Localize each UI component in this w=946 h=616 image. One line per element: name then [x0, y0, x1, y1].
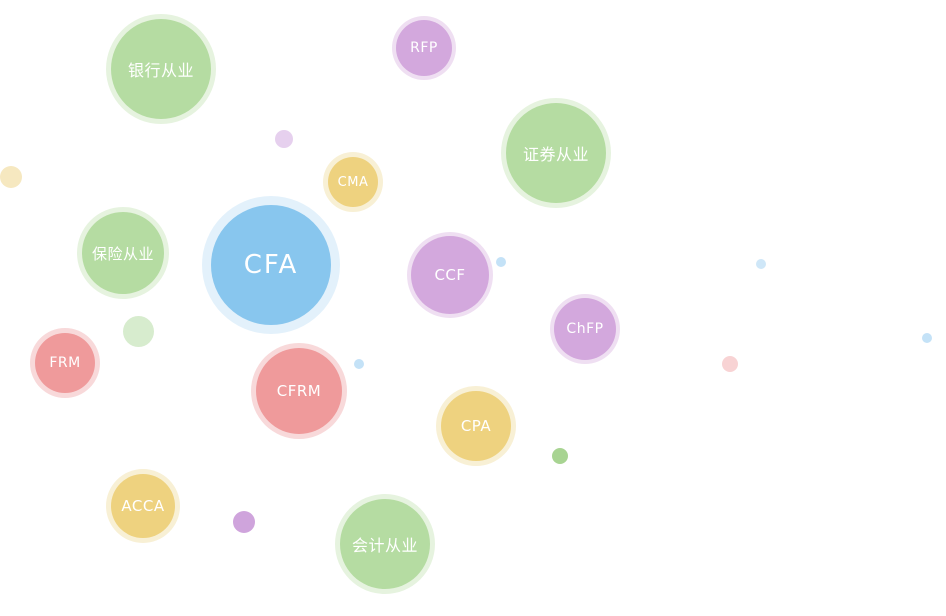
decor-dot: [922, 333, 932, 343]
bubble-rfp[interactable]: RFP: [396, 20, 452, 76]
decor-dot: [552, 448, 568, 464]
decor-dot: [123, 316, 154, 347]
bubble-label: CFA: [243, 250, 299, 280]
bubble-label: FRM: [49, 355, 81, 371]
bubble-label: CFRM: [276, 382, 322, 400]
bubble-label: 证券从业: [522, 145, 589, 164]
bubble-acca[interactable]: ACCA: [111, 474, 175, 538]
decor-dot: [756, 259, 766, 269]
bubble-chfp[interactable]: ChFP: [554, 298, 616, 360]
bubble-label: 银行从业: [127, 61, 194, 80]
bubble-label: CMA: [337, 174, 369, 190]
bubble-label: 会计从业: [351, 536, 418, 555]
bubble-cpa[interactable]: CPA: [441, 391, 511, 461]
decor-dot: [496, 257, 506, 267]
bubble-label: CCF: [434, 266, 466, 284]
bubble-cma[interactable]: CMA: [328, 157, 378, 207]
bubble-label: CPA: [460, 417, 492, 435]
bubble-label: RFP: [410, 40, 438, 56]
decor-dot: [275, 130, 293, 148]
bubble-label: ACCA: [121, 497, 165, 515]
bubble-baoxian[interactable]: 保险从业: [82, 212, 164, 294]
bubble-label: ChFP: [566, 321, 604, 337]
bubble-kuaiji[interactable]: 会计从业: [340, 499, 430, 589]
decor-dot: [722, 356, 738, 372]
bubble-ccf[interactable]: CCF: [411, 236, 489, 314]
bubble-cfrm[interactable]: CFRM: [256, 348, 342, 434]
decor-dot: [0, 166, 22, 188]
decor-dot: [354, 359, 364, 369]
bubble-cfa[interactable]: CFA: [211, 205, 331, 325]
bubble-frm[interactable]: FRM: [35, 333, 95, 393]
bubble-yinhang[interactable]: 银行从业: [111, 19, 211, 119]
bubble-zhengquan[interactable]: 证券从业: [506, 103, 606, 203]
decor-dot: [233, 511, 255, 533]
bubble-label: 保险从业: [91, 244, 154, 263]
